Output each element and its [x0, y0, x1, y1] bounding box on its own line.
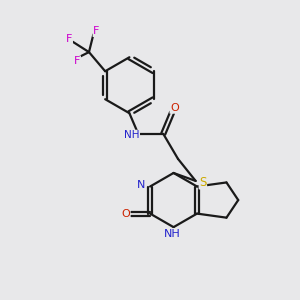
Text: F: F [93, 26, 100, 37]
Text: O: O [170, 103, 179, 113]
Text: O: O [121, 208, 130, 219]
Text: N: N [136, 180, 145, 190]
Text: S: S [199, 176, 206, 189]
Text: NH: NH [164, 229, 181, 238]
Text: NH: NH [124, 130, 140, 140]
Text: F: F [74, 56, 80, 66]
Text: F: F [66, 34, 72, 44]
